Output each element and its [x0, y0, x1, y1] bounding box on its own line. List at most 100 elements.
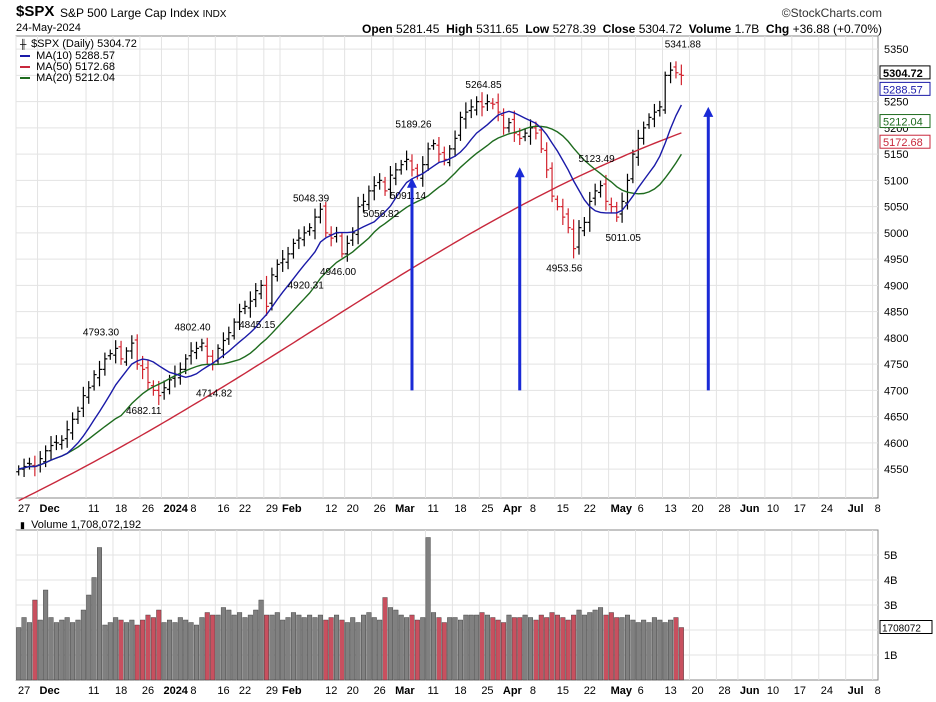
- ohlc-summary: Open 5281.45 High 5311.65 Low 5278.39 Cl…: [362, 22, 882, 36]
- volume-bar: [215, 614, 221, 681]
- x-tick-label: 10: [767, 503, 779, 515]
- volume-bar: [97, 547, 102, 681]
- volume-bar: [86, 594, 92, 681]
- volume-bar: [603, 614, 609, 681]
- volume-bar: [387, 607, 393, 681]
- volume-bar: [484, 614, 490, 681]
- volume-bar: [490, 617, 496, 681]
- volume-bar: [107, 622, 113, 681]
- low-label: Low: [525, 22, 550, 36]
- volume-bar: [614, 617, 620, 681]
- volume-x-tick-label: 8: [190, 685, 196, 697]
- volume-bar: [468, 614, 474, 681]
- volume-x-tick-label: Jul: [848, 685, 864, 697]
- volume-x-tick-label: 13: [665, 685, 677, 697]
- volume-bar: [339, 619, 345, 681]
- volume-bar: [447, 617, 453, 681]
- volume-bar: [193, 624, 199, 681]
- volume-x-tick-label: 6: [638, 685, 644, 697]
- price-value-tag: [879, 65, 931, 80]
- volume-x-tick-label: Dec: [40, 685, 60, 697]
- x-tick-label: 24: [821, 503, 833, 515]
- volume-value: 1.7B: [734, 22, 760, 36]
- y-tick-label: 4750: [884, 359, 908, 371]
- volume-tick-label: 3B: [884, 600, 897, 612]
- volume-x-tick-label: 8: [530, 685, 536, 697]
- y-tick-label: 4700: [884, 385, 908, 397]
- volume-bar: [576, 609, 582, 681]
- price-annotation: 4682.11: [126, 406, 162, 417]
- volume-bar: [269, 614, 275, 681]
- price-value-tag: [879, 134, 931, 149]
- ma20-line-icon: [20, 77, 30, 80]
- volume-bar: [630, 619, 636, 681]
- volume-bar: [393, 609, 399, 681]
- price-value-tag-label: 5212.04: [883, 117, 923, 129]
- blue-arrow-head: [703, 106, 714, 117]
- brand-logo: ©StockCharts.com: [781, 6, 882, 20]
- legend-price-label: $SPX (Daily) 5304.72: [31, 38, 137, 51]
- chart-date: 24-May-2024: [16, 22, 81, 34]
- volume-bar: [226, 609, 232, 681]
- volume-bar: [37, 619, 43, 681]
- x-tick-label: 2024: [163, 503, 188, 515]
- bar-icon: ╫: [20, 39, 27, 50]
- ma50-line: [18, 132, 682, 502]
- volume-x-tick-label: 20: [691, 685, 703, 697]
- volume-label: Volume: [688, 22, 732, 36]
- volume-bar: [183, 619, 189, 681]
- volume-bar: [420, 617, 426, 681]
- x-tick-label: 25: [481, 503, 493, 515]
- y-tick-label: 4600: [884, 438, 908, 450]
- price-panel-frame: [15, 35, 879, 499]
- chart-header: $SPX S&P 500 Large Cap Index INDX 24-May…: [0, 0, 936, 38]
- volume-bar: [296, 614, 302, 681]
- x-tick-label: Mar: [395, 503, 415, 515]
- volume-bar: [350, 617, 356, 681]
- volume-bar: [377, 619, 383, 681]
- volume-bar: [167, 619, 173, 681]
- y-tick-label: 4650: [884, 412, 908, 424]
- high-value: 5311.65: [476, 22, 519, 36]
- x-tick-label: 8: [875, 503, 881, 515]
- volume-bar: [538, 614, 544, 681]
- volume-bar: [457, 619, 463, 681]
- legend-price: ╫ $SPX (Daily) 5304.72: [20, 38, 137, 50]
- volume-bar: [651, 617, 657, 681]
- price-annotation: 5341.88: [665, 39, 702, 50]
- price-value-tag: [879, 114, 931, 129]
- x-tick-label: 29: [266, 503, 278, 515]
- x-tick-label: 20: [347, 503, 359, 515]
- volume-bar: [533, 619, 539, 681]
- volume-bar: [242, 617, 248, 681]
- price-annotation: 5056.82: [363, 209, 400, 220]
- volume-bar: [641, 619, 647, 681]
- volume-bar: [662, 622, 668, 681]
- volume-bar: [371, 617, 377, 681]
- volume-bar-icon: ▮: [20, 519, 25, 530]
- ma20-line: [18, 125, 682, 470]
- volume-bar: [425, 537, 431, 681]
- volume-x-tick-label: 26: [142, 685, 154, 697]
- volume-bar: [619, 617, 625, 681]
- volume-bar: [479, 612, 485, 681]
- y-tick-label: 5100: [884, 175, 908, 187]
- volume-bar: [210, 614, 216, 681]
- volume-bar: [188, 622, 194, 681]
- volume-bar: [436, 617, 442, 681]
- volume-bar: [571, 614, 577, 681]
- volume-bar: [549, 612, 555, 681]
- volume-x-tick-label: 25: [481, 685, 493, 697]
- price-annotation: 5123.49: [579, 154, 616, 165]
- legend-ma50-label: MA(50) 5172.68: [36, 61, 115, 74]
- exchange-label: INDX: [202, 9, 227, 20]
- volume-bar: [495, 619, 501, 681]
- volume-bar: [554, 614, 560, 681]
- volume-bar: [312, 617, 318, 681]
- volume-bar: [274, 612, 280, 681]
- volume-bar: [646, 622, 652, 681]
- volume-x-tick-label: 22: [239, 685, 251, 697]
- ma10-line-icon: [20, 55, 30, 58]
- price-annotation: 5091.14: [390, 191, 427, 202]
- y-tick-label: 4900: [884, 280, 908, 292]
